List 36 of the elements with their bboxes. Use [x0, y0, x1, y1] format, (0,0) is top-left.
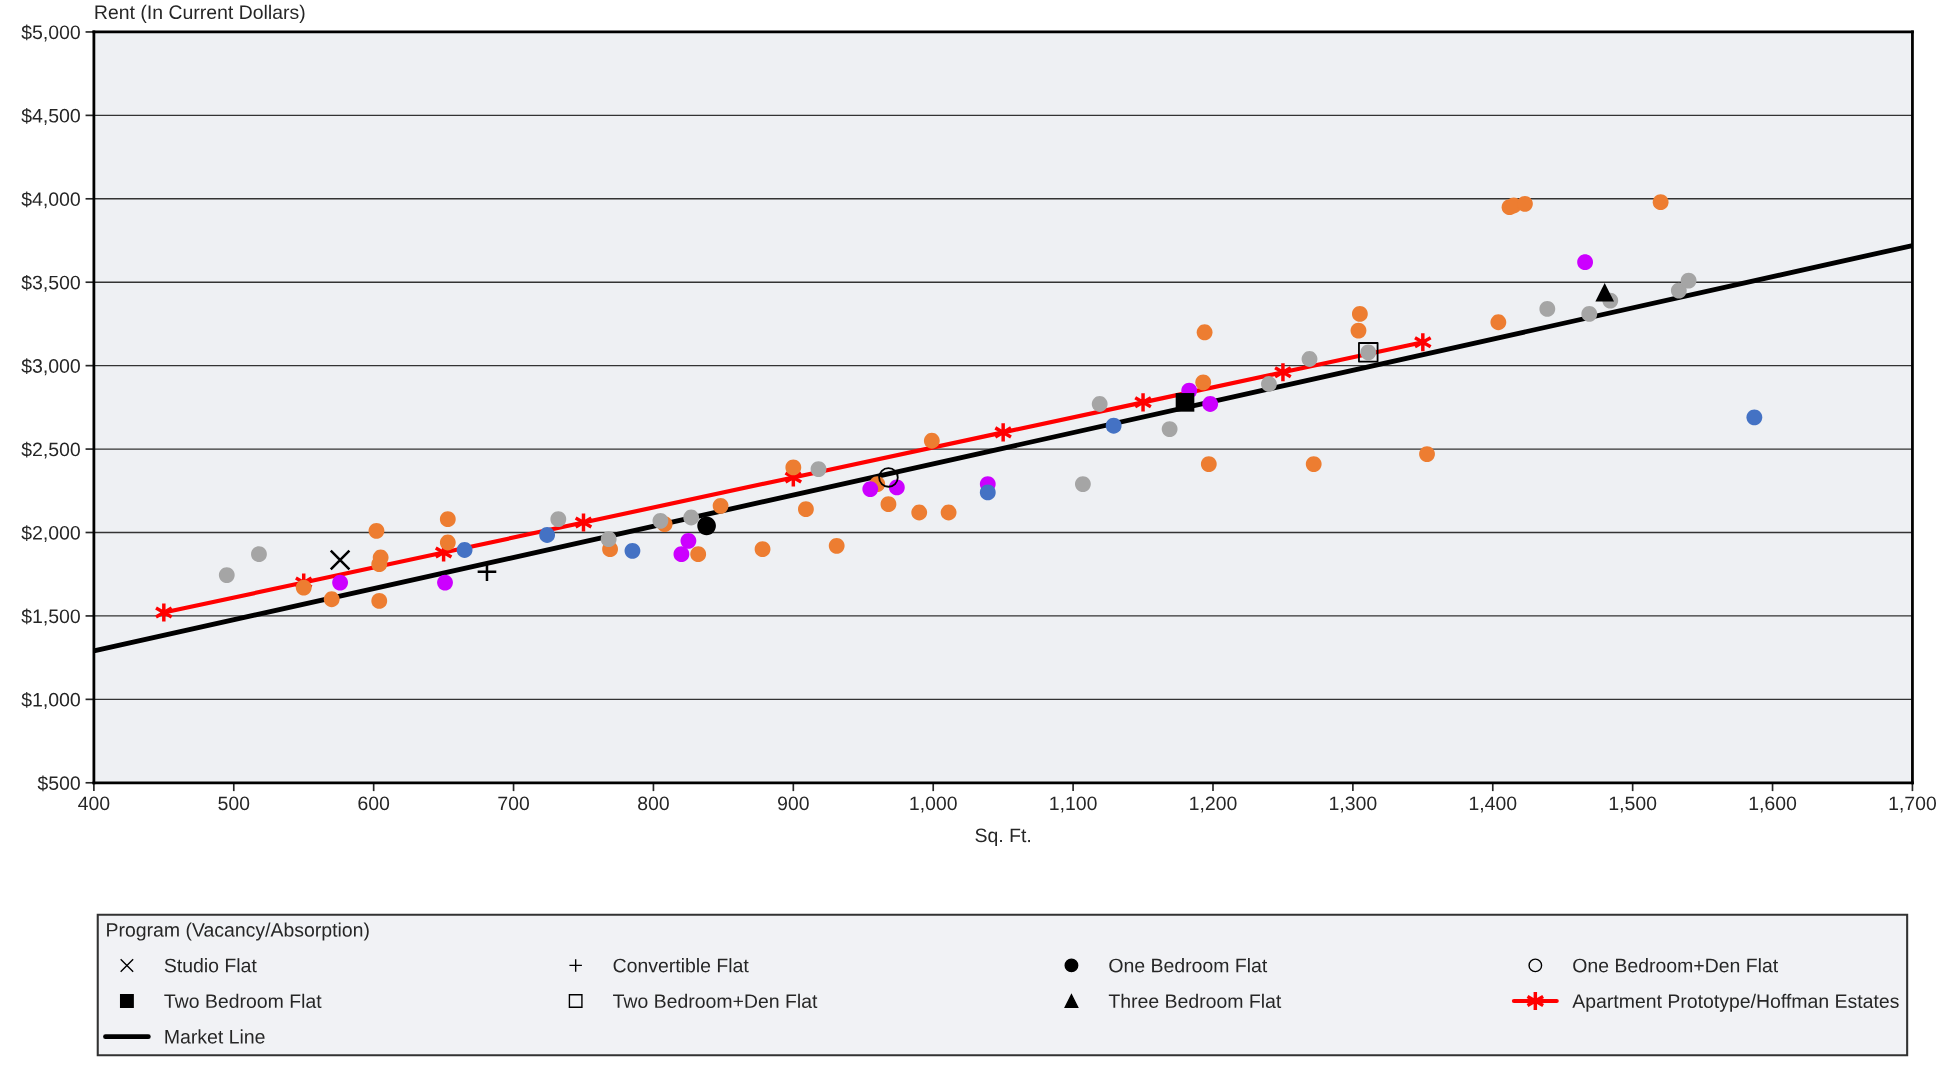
x-tick-label: 900	[778, 796, 809, 811]
x-axis-title: Sq. Ft.	[975, 828, 1031, 847]
y-tick-label: $1,000	[21, 692, 80, 709]
legend-label: Three Bedroom Flat	[1108, 993, 1282, 1009]
x-tick-label: 600	[358, 796, 390, 811]
x-tick-label: 500	[218, 796, 250, 811]
legend-title: Program (Vacancy/Absorption)	[107, 922, 369, 941]
y-tick-label: $4,500	[21, 108, 80, 125]
y-tick-label: $500	[37, 775, 80, 792]
x-tick-label: 1,200	[1190, 796, 1237, 813]
y-tick-label: $2,000	[21, 525, 80, 543]
x-tick-label: 1,600	[1749, 796, 1797, 813]
legend-label: Studio Flat	[164, 958, 257, 973]
x-tick-label: 1,500	[1609, 796, 1657, 813]
legend-label: Convertible Flat	[613, 958, 749, 973]
x-tick-label: 1,400	[1469, 796, 1517, 813]
legend-label: One Bedroom Flat	[1109, 958, 1268, 973]
legend-label: Market Line	[165, 1029, 265, 1044]
y-tick-label: $4,000	[21, 191, 80, 209]
x-tick-label: 800	[638, 796, 669, 811]
x-tick-label: 1,100	[1050, 796, 1097, 813]
x-tick-label: 400	[78, 796, 110, 811]
x-tick-label: 1,700	[1889, 796, 1936, 813]
legend-label: Two Bedroom+Den Flat	[613, 993, 818, 1009]
x-tick-label: 700	[498, 796, 530, 811]
legend-label: Two Bedroom Flat	[164, 993, 322, 1009]
x-tick-label: 1,300	[1330, 796, 1377, 813]
y-tick-label: $3,500	[21, 274, 80, 292]
x-tick-label: 1,000	[910, 796, 957, 813]
legend-label: Apartment Prototype/Hoffman Estates	[1572, 993, 1899, 1012]
y-tick-label: $5,000	[21, 24, 80, 42]
y-tick-label: $3,000	[21, 358, 80, 376]
y-axis-title: Rent (In Current Dollars)	[95, 4, 305, 23]
y-tick-label: $1,500	[21, 608, 80, 626]
y-tick-label: $2,500	[21, 441, 80, 459]
legend-label: One Bedroom+Den Flat	[1573, 958, 1779, 973]
